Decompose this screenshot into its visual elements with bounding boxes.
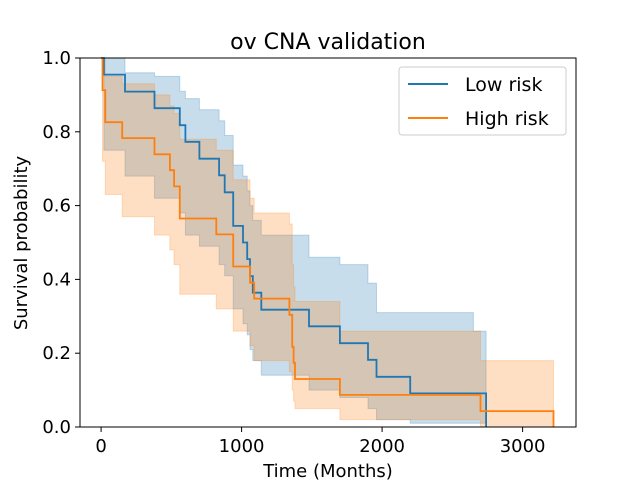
x-tick-label: 1000 [219,436,265,457]
y-axis-label: Survival probability [11,155,32,330]
chart-title: ov CNA validation [230,30,426,55]
y-axis-ticks: 0.0 0.2 0.4 0.6 0.8 1.0 [42,48,80,438]
x-axis-label: Time (Months) [262,461,393,480]
axes-frame [79,57,577,428]
survival-line-high-risk [101,57,555,427]
legend: Low risk High risk [398,66,567,136]
y-tick-label: 0.6 [42,196,71,217]
survival-line-low-risk [101,57,488,427]
y-tick-label: 0.2 [42,343,71,364]
x-tick-label: 3000 [500,436,546,457]
x-axis-ticks: 0 1000 2000 3000 [95,427,546,457]
legend-label-high-risk: High risk [465,108,549,130]
survival-lines [101,57,555,427]
x-tick-label: 2000 [359,436,405,457]
x-tick-label: 0 [95,436,106,457]
legend-label-low-risk: Low risk [465,74,542,96]
y-tick-label: 0.4 [42,269,71,290]
y-tick-label: 1.0 [42,48,71,69]
confidence-band-low-risk [101,57,487,427]
y-tick-label: 0.8 [42,122,71,143]
confidence-bands [101,57,554,428]
y-tick-label: 0.0 [42,417,71,438]
